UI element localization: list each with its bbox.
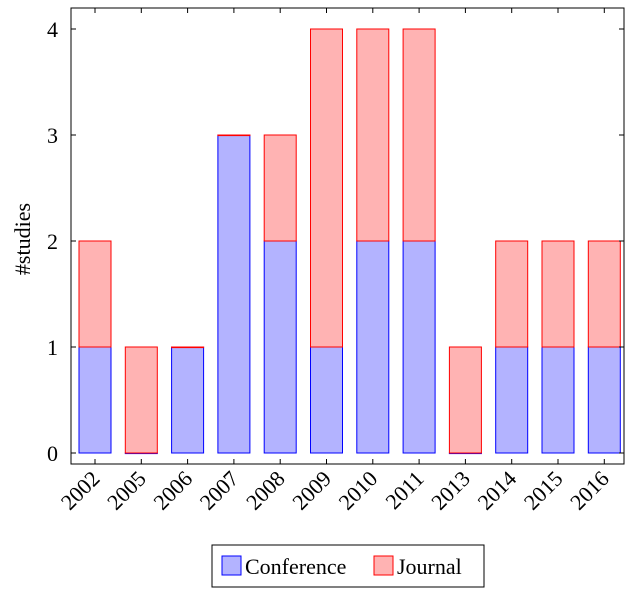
y-tick-label-1: 1: [47, 335, 58, 360]
x-tick-label-2005: 2005: [102, 466, 151, 515]
bar-journal-2008: [264, 135, 296, 241]
x-tick-label-2015: 2015: [519, 466, 568, 515]
legend-label-journal: Journal: [397, 554, 462, 579]
x-tick-label-2008: 2008: [241, 466, 290, 515]
bar-conference-2009: [311, 347, 343, 453]
bar-conference-2008: [264, 241, 296, 453]
bar-conference-2016: [588, 347, 620, 453]
x-tick-label-2002: 2002: [56, 466, 105, 515]
bar-conference-2015: [542, 347, 574, 453]
bar-journal-2009: [311, 29, 343, 347]
bar-conference-2014: [496, 347, 528, 453]
x-tick-label-2011: 2011: [380, 466, 428, 514]
bar-journal-2007: [218, 135, 250, 136]
x-tick-label-2009: 2009: [287, 466, 336, 515]
legend-swatch-journal: [374, 556, 393, 575]
legend: Conference Journal: [212, 545, 484, 587]
bar-conference-2011: [403, 241, 435, 453]
bar-journal-2014: [496, 241, 528, 347]
y-tick-label-4: 4: [47, 17, 58, 42]
y-tick-label-2: 2: [47, 229, 58, 254]
bar-conference-2002: [79, 347, 111, 453]
x-tick-label-2014: 2014: [472, 466, 521, 515]
bar-journal-2006: [172, 347, 204, 348]
x-tick-label-2016: 2016: [565, 466, 614, 515]
bar-journal-2011: [403, 29, 435, 241]
legend-label-conference: Conference: [245, 554, 346, 579]
x-tick-label-2010: 2010: [334, 466, 383, 515]
bar-journal-2002: [79, 241, 111, 347]
legend-swatch-conference: [222, 556, 241, 575]
bar-journal-2015: [542, 241, 574, 347]
bar-conference-2007: [218, 135, 250, 453]
bar-journal-2013: [449, 347, 481, 453]
y-axis-label: #studies: [10, 203, 35, 275]
bar-journal-2010: [357, 29, 389, 241]
x-tick-label-2006: 2006: [148, 466, 197, 515]
x-tick-label-2007: 2007: [195, 466, 244, 515]
bars-layer: [79, 29, 620, 454]
y-tick-label-3: 3: [47, 123, 58, 148]
bar-journal-2005: [125, 347, 157, 453]
x-tick-label-2013: 2013: [426, 466, 475, 515]
bar-conference-2006: [172, 347, 204, 453]
bar-journal-2016: [588, 241, 620, 347]
y-tick-label-0: 0: [47, 441, 58, 466]
bar-conference-2010: [357, 241, 389, 453]
